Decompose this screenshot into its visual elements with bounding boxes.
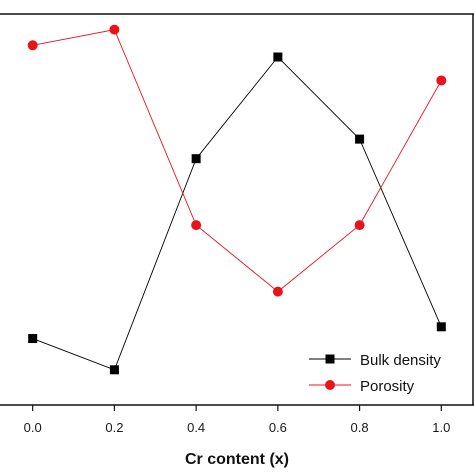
x-axis-tick-labels: 0.0 0.2 0.4 0.6 0.8 1.0 — [24, 420, 451, 435]
series-porosity — [27, 24, 447, 297]
legend-label-bulk-density: Bulk density — [360, 352, 441, 369]
data-point-bulk-density — [191, 154, 201, 164]
legend-square-marker — [325, 354, 335, 364]
data-point-porosity — [354, 220, 365, 231]
data-point-porosity — [272, 286, 283, 297]
legend-circle-marker — [325, 380, 335, 390]
series-layer — [27, 24, 447, 375]
data-point-porosity — [191, 220, 202, 231]
x-tick-label: 0.8 — [351, 420, 369, 435]
legend-item-porosity: Porosity — [309, 378, 415, 395]
data-point-porosity — [27, 40, 38, 51]
data-point-porosity — [109, 24, 120, 35]
x-tick-label: 0.4 — [187, 420, 205, 435]
x-axis-ticks — [32, 405, 442, 411]
data-point-porosity — [436, 75, 447, 86]
x-tick-label: 0.2 — [105, 420, 123, 435]
data-point-bulk-density — [28, 334, 38, 344]
series-bulk-density — [28, 52, 446, 375]
data-point-bulk-density — [273, 52, 283, 62]
data-point-bulk-density — [109, 365, 119, 375]
x-tick-label: 0.6 — [269, 420, 287, 435]
legend: Bulk density Porosity — [309, 352, 441, 395]
x-tick-label: 1.0 — [432, 420, 450, 435]
legend-item-bulk-density: Bulk density — [309, 352, 441, 369]
data-point-bulk-density — [436, 322, 446, 332]
x-axis-title: Cr content (x) — [185, 451, 289, 468]
legend-label-porosity: Porosity — [360, 378, 415, 395]
series-line-bulk-density — [32, 56, 442, 371]
series-line-porosity — [32, 29, 442, 293]
data-point-bulk-density — [355, 134, 365, 144]
plot-frame — [0, 13, 474, 406]
x-tick-label: 0.0 — [24, 420, 42, 435]
